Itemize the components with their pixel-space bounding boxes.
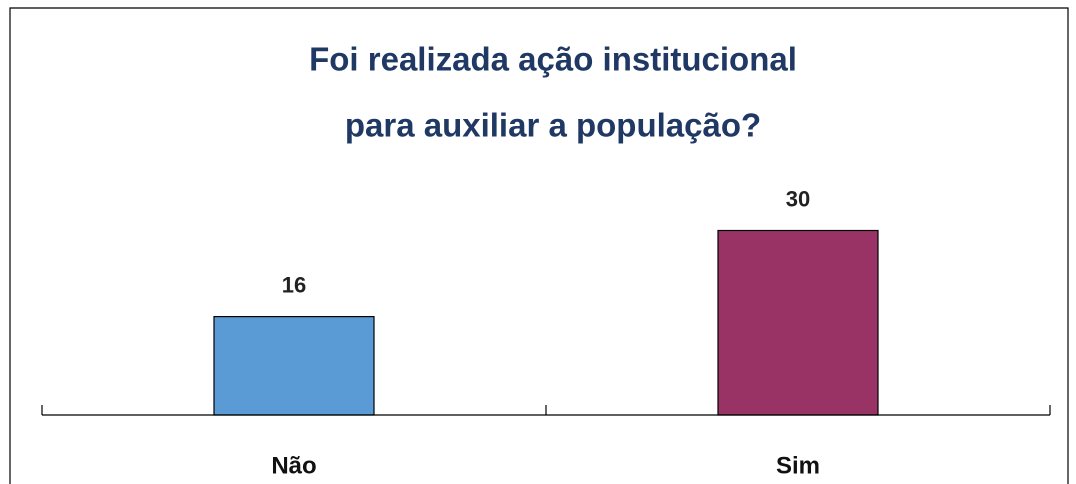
chart-title: para auxiliar a população? — [345, 107, 761, 144]
data-label: 16 — [282, 272, 306, 297]
chart-title: Foi realizada ação institucional — [309, 41, 797, 78]
x-tick-label: Sim — [776, 452, 820, 479]
x-tick-label: Não — [271, 452, 316, 479]
chart-frame — [9, 7, 1069, 484]
bar — [717, 229, 879, 416]
bar — [213, 316, 375, 416]
data-label: 30 — [786, 186, 810, 211]
